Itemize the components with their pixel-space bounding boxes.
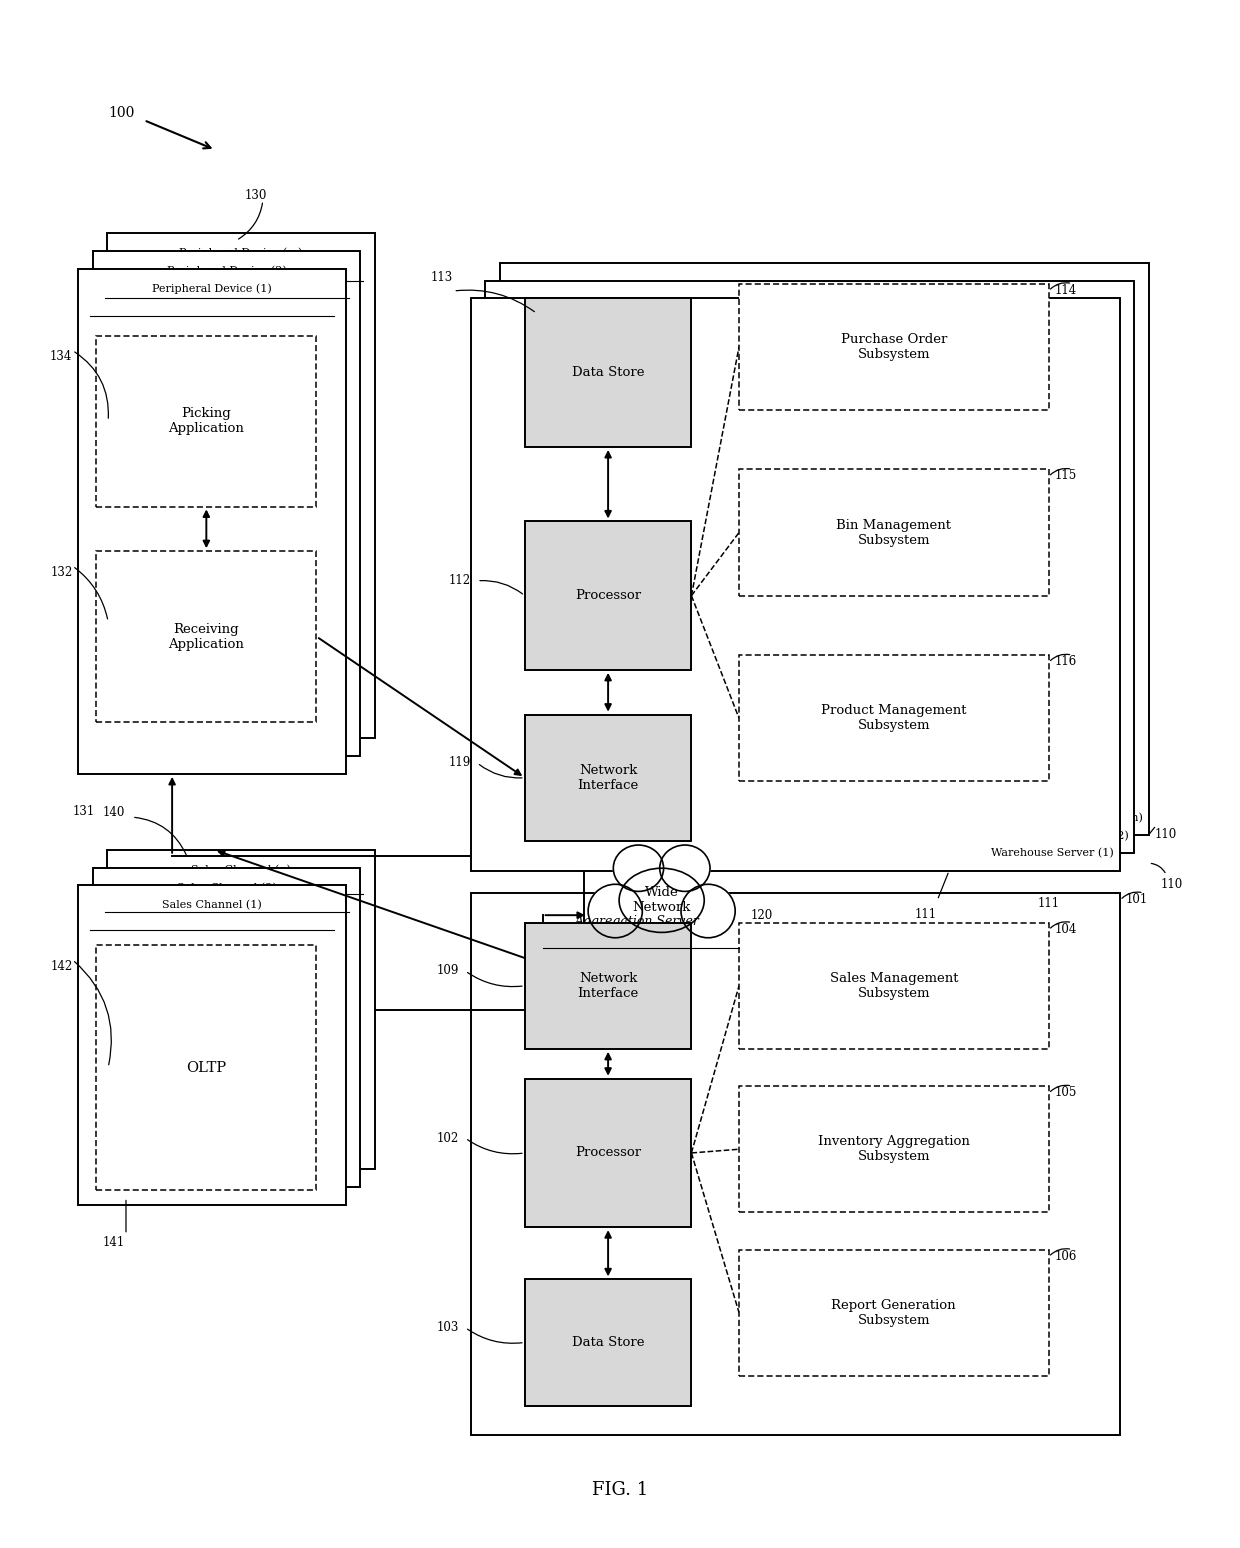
Text: 111: 111	[914, 907, 936, 921]
Text: 110: 110	[1154, 828, 1177, 842]
Text: 110: 110	[1161, 878, 1183, 892]
Bar	[93, 867, 361, 1187]
Bar	[107, 850, 374, 1169]
Bar	[97, 944, 316, 1190]
Bar	[500, 263, 1148, 834]
Bar	[471, 299, 1120, 870]
Text: Wide
Network: Wide Network	[632, 887, 691, 915]
Bar	[739, 283, 1049, 410]
Text: 140: 140	[102, 807, 124, 819]
Bar	[97, 336, 316, 506]
Bar	[471, 893, 1120, 1435]
Text: 113: 113	[430, 271, 453, 283]
Text: Warehouse Server (2): Warehouse Server (2)	[1006, 831, 1128, 841]
Text: 101: 101	[1126, 893, 1148, 906]
Bar	[739, 655, 1049, 782]
Text: 120: 120	[751, 909, 774, 921]
Text: 131: 131	[72, 805, 94, 817]
Text: Sales Management
Subsystem: Sales Management Subsystem	[830, 972, 959, 1000]
Bar	[739, 1249, 1049, 1376]
Text: 106: 106	[1054, 1249, 1076, 1263]
Bar	[97, 551, 316, 721]
Text: 119: 119	[448, 757, 470, 769]
Ellipse shape	[660, 845, 711, 892]
Text: Warehouse Server (n): Warehouse Server (n)	[1019, 813, 1142, 824]
Bar	[486, 280, 1135, 853]
Text: 111: 111	[1038, 898, 1060, 910]
Bar	[78, 885, 346, 1204]
Text: 116: 116	[1054, 655, 1076, 669]
Bar	[525, 1279, 692, 1406]
Bar	[739, 923, 1049, 1050]
Text: 142: 142	[50, 960, 72, 972]
Bar	[525, 299, 692, 447]
Text: 103: 103	[436, 1320, 459, 1334]
Text: Processor: Processor	[575, 590, 641, 602]
Bar	[93, 251, 361, 755]
Text: 104: 104	[1054, 923, 1076, 935]
Text: Processor: Processor	[575, 1147, 641, 1159]
Text: 102: 102	[436, 1132, 459, 1144]
Text: Peripheral Device (1): Peripheral Device (1)	[153, 283, 272, 294]
Text: Network
Interface: Network Interface	[578, 763, 639, 791]
Ellipse shape	[588, 884, 642, 938]
Ellipse shape	[681, 884, 735, 938]
Text: Sales Channel (p): Sales Channel (p)	[191, 865, 290, 875]
Text: Sales Channel (2): Sales Channel (2)	[176, 882, 277, 893]
Text: 130: 130	[246, 189, 268, 203]
Text: Report Generation
Subsystem: Report Generation Subsystem	[832, 1299, 956, 1327]
Text: FIG. 1: FIG. 1	[591, 1481, 649, 1500]
Bar	[525, 715, 692, 841]
Bar	[525, 522, 692, 670]
Text: Data Store: Data Store	[572, 1336, 645, 1348]
Text: Peripheral Device (m): Peripheral Device (m)	[180, 248, 303, 259]
Bar	[107, 234, 374, 738]
Text: Picking
Application: Picking Application	[169, 407, 244, 435]
Text: Purchase Order
Subsystem: Purchase Order Subsystem	[841, 333, 947, 361]
Text: 114: 114	[1054, 283, 1076, 297]
Text: 105: 105	[1054, 1087, 1076, 1099]
Text: Sales Channel (1): Sales Channel (1)	[162, 901, 262, 910]
Text: OLTP: OLTP	[186, 1060, 227, 1074]
Text: 115: 115	[1054, 469, 1076, 483]
Text: Bin Management
Subsystem: Bin Management Subsystem	[836, 519, 951, 546]
Bar	[739, 1087, 1049, 1212]
Text: 112: 112	[448, 574, 470, 587]
Text: 100: 100	[108, 105, 134, 119]
Ellipse shape	[614, 845, 663, 892]
Text: 134: 134	[50, 350, 72, 364]
Text: Product Management
Subsystem: Product Management Subsystem	[821, 704, 966, 732]
Bar	[739, 469, 1049, 596]
Bar	[78, 269, 346, 774]
Text: Receiving
Application: Receiving Application	[169, 622, 244, 650]
Text: 141: 141	[102, 1235, 124, 1249]
Text: 109: 109	[436, 964, 459, 977]
Text: Warehouse Server (1): Warehouse Server (1)	[991, 848, 1114, 859]
Ellipse shape	[619, 868, 704, 932]
Text: Inventory Aggregation
Subsystem: Inventory Aggregation Subsystem	[818, 1135, 970, 1163]
Bar	[525, 1079, 692, 1228]
Text: 132: 132	[50, 567, 72, 579]
Text: Aggregation Server: Aggregation Server	[575, 915, 701, 929]
Text: Network
Interface: Network Interface	[578, 972, 639, 1000]
Bar	[525, 923, 692, 1050]
Text: Data Store: Data Store	[572, 367, 645, 379]
Text: Peripheral Device (2): Peripheral Device (2)	[166, 266, 286, 277]
